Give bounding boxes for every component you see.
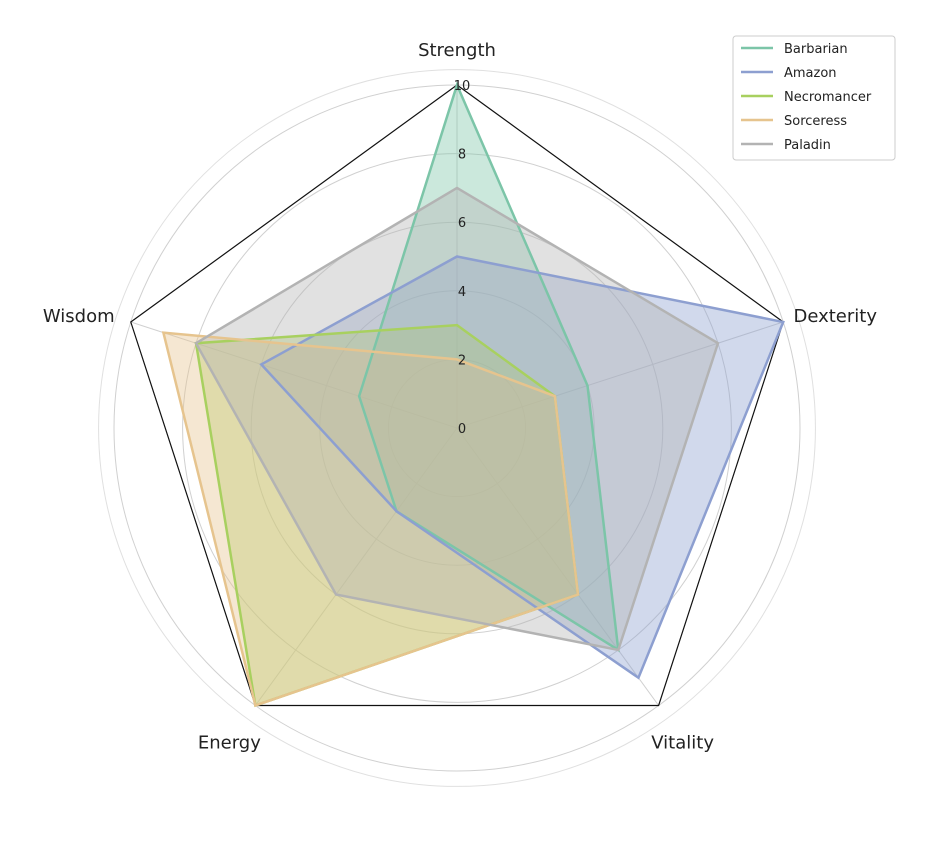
- series-line-paladin: [194, 186, 720, 652]
- series-area-sorceress: [163, 332, 578, 706]
- r-tick-label: 8: [458, 148, 466, 163]
- axis-spoke: [130, 321, 458, 429]
- legend-label-paladin: Paladin: [784, 138, 831, 153]
- r-tick-label: 0: [458, 422, 466, 437]
- axis-label-dexterity: Dexterity: [793, 306, 877, 327]
- legend-label-barbarian: Barbarian: [784, 42, 848, 57]
- axis-label-energy: Energy: [198, 732, 261, 753]
- series-line-sorceress: [161, 331, 580, 708]
- r-tick-label: 6: [458, 216, 466, 231]
- label-layer: 0 2 4 6 8 10 Strength Dexterity Vitality Energy Wi…: [43, 40, 877, 753]
- series-line-amazon: [259, 255, 785, 680]
- axis-spoke: [456, 321, 784, 429]
- grid-outer-circle: [98, 69, 816, 787]
- legend-box: [732, 35, 896, 161]
- series-area-barbarian: [359, 85, 619, 650]
- grid-layer: [98, 69, 816, 787]
- axis-label-wisdom: Wisdom: [43, 306, 115, 327]
- series-area-paladin: [196, 187, 718, 650]
- axis-label-strength: Strength: [418, 40, 496, 61]
- legend-label-sorceress: Sorceress: [784, 114, 847, 129]
- legend-label-necromancer: Necromancer: [784, 90, 872, 105]
- legend-label-amazon: Amazon: [784, 66, 837, 81]
- radar-frame: [130, 84, 784, 707]
- axis-spoke: [254, 427, 458, 706]
- series-area-amazon: [261, 256, 784, 678]
- r-tick-label: 10: [454, 79, 471, 94]
- series-layer: [161, 81, 785, 708]
- series-area-necromancer: [196, 325, 578, 706]
- r-tick-label: 4: [458, 285, 466, 300]
- axis-label-vitality: Vitality: [651, 732, 714, 753]
- series-line-barbarian: [357, 81, 620, 653]
- axis-spoke: [456, 427, 660, 706]
- r-tick-label: 2: [458, 353, 466, 368]
- legend: Barbarian Amazon Necromancer Sorceress Palad…: [732, 35, 896, 161]
